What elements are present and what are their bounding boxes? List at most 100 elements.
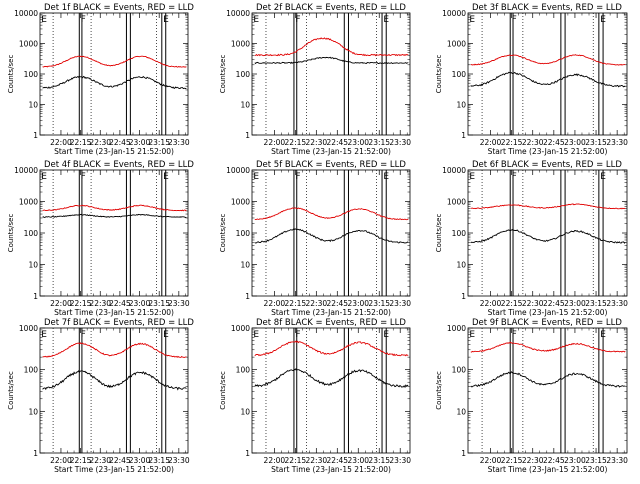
panel-title: Det 5f BLACK = Events, RED = LLD	[256, 160, 406, 170]
orbit-marker: E	[41, 330, 47, 340]
x-tick-label: 23:15	[148, 299, 170, 308]
plot-frame	[467, 327, 628, 454]
x-axis-label: Start Time (23-Jan-15 21:52:00)	[271, 308, 391, 317]
y-axis-label: Counts/sec	[219, 371, 227, 410]
x-tick-label: 23:15	[148, 138, 170, 147]
y-tick-label: 10	[456, 101, 466, 110]
series-lld	[42, 204, 187, 212]
x-tick-label: 23:30	[168, 138, 190, 147]
series-events	[470, 71, 626, 88]
y-tick-label: 10	[28, 261, 38, 270]
x-tick-label: 22:15	[501, 456, 523, 465]
x-tick-label: 23:00	[129, 138, 151, 147]
orbit-marker: F	[81, 15, 86, 25]
x-tick-label: 23:15	[368, 138, 390, 147]
panel-title: Det 9f BLACK = Events, RED = LLD	[472, 318, 622, 328]
panel-title: Det 7f BLACK = Events, RED = LLD	[44, 318, 194, 328]
x-tick-label: 23:30	[606, 456, 628, 465]
y-tick-label: 10000	[442, 166, 466, 175]
y-axis-label: Counts/sec	[7, 371, 15, 410]
x-tick-label: 22:00	[480, 138, 502, 147]
y-tick-label: 1	[33, 131, 38, 140]
x-tick-label: 22:15	[285, 456, 307, 465]
x-tick-label: 23:00	[564, 456, 586, 465]
x-tick-label: 22:45	[326, 299, 348, 308]
orbit-marker: F	[81, 330, 86, 340]
x-tick-label: 23:00	[564, 138, 586, 147]
x-axis-label: Start Time (23-Jan-15 21:52:00)	[488, 465, 608, 474]
x-tick-label: 22:15	[501, 138, 523, 147]
orbit-marker: F	[295, 172, 300, 182]
x-tick-label: 22:30	[306, 138, 328, 147]
series-lld	[470, 203, 626, 210]
y-tick-label: 10	[456, 407, 466, 416]
y-tick-label: 1	[33, 292, 38, 301]
series-events	[42, 369, 187, 391]
orbit-marker: F	[81, 172, 86, 182]
x-tick-label: 22:15	[285, 299, 307, 308]
y-tick-label: 10	[28, 101, 38, 110]
panel-title: Det 6f BLACK = Events, RED = LLD	[472, 160, 622, 170]
y-tick-label: 10	[240, 101, 250, 110]
x-axis-label: Start Time (23-Jan-15 21:52:00)	[488, 147, 608, 156]
x-tick-label: 22:00	[480, 456, 502, 465]
detector-panel-5: Det 5f BLACK = Events, RED = LLD 1 10 100 10…	[219, 160, 411, 317]
x-tick-label: 23:00	[347, 456, 369, 465]
plot-frame	[251, 327, 411, 454]
x-tick-label: 23:15	[368, 456, 390, 465]
x-tick-label: 23:00	[129, 299, 151, 308]
orbit-marker: E	[600, 15, 606, 25]
x-tick-label: 23:30	[168, 456, 190, 465]
panel-title: Det 4f BLACK = Events, RED = LLD	[44, 160, 194, 170]
y-tick-label: 1	[461, 449, 466, 458]
panel-title: Det 2f BLACK = Events, RED = LLD	[256, 3, 406, 13]
x-axis-label: Start Time (23-Jan-15 21:52:00)	[271, 465, 391, 474]
y-tick-label: 100	[24, 366, 39, 375]
x-tick-label: 22:00	[264, 138, 286, 147]
y-tick-label: 100	[236, 70, 251, 79]
x-tick-label: 22:30	[306, 456, 328, 465]
x-tick-label: 22:15	[501, 299, 523, 308]
x-tick-label: 23:00	[564, 299, 586, 308]
y-tick-label: 1	[245, 449, 250, 458]
orbit-marker: E	[383, 172, 389, 182]
x-axis-label: Start Time (23-Jan-15 21:52:00)	[271, 147, 391, 156]
x-tick-label: 22:30	[89, 456, 111, 465]
y-axis-label: Counts/sec	[219, 214, 227, 253]
detector-panel-2: Det 2f BLACK = Events, RED = LLD 1 10 100 10…	[219, 3, 411, 156]
y-tick-label: 100	[236, 366, 251, 375]
y-tick-label: 10	[28, 407, 38, 416]
x-tick-label: 23:30	[606, 299, 628, 308]
orbit-marker: E	[600, 330, 606, 340]
series-lld	[42, 342, 187, 358]
x-tick-label: 23:15	[368, 299, 390, 308]
orbit-marker: E	[253, 172, 259, 182]
y-tick-label: 1000	[19, 324, 38, 333]
y-tick-label: 100	[236, 229, 251, 238]
series-events	[254, 367, 409, 389]
y-tick-label: 10	[240, 261, 250, 270]
x-tick-label: 22:15	[285, 138, 307, 147]
y-tick-label: 1	[461, 292, 466, 301]
x-axis-label: Start Time (23-Jan-15 21:52:00)	[54, 308, 174, 317]
y-tick-label: 100	[24, 229, 39, 238]
y-tick-label: 1	[33, 449, 38, 458]
orbit-marker: E	[469, 330, 475, 340]
y-tick-label: 10000	[14, 9, 38, 18]
x-axis-label: Start Time (23-Jan-15 21:52:00)	[488, 308, 608, 317]
y-tick-label: 1	[461, 131, 466, 140]
x-tick-label: 22:30	[89, 138, 111, 147]
x-tick-label: 23:15	[585, 138, 607, 147]
x-tick-label: 22:30	[89, 299, 111, 308]
orbit-marker: F	[295, 15, 300, 25]
x-tick-label: 23:30	[389, 299, 411, 308]
detector-panel-4: Det 4f BLACK = Events, RED = LLD 1 10 100 10…	[7, 160, 194, 317]
y-tick-label: 10	[240, 407, 250, 416]
series-events	[254, 56, 409, 65]
detector-panel-9: Det 9f BLACK = Events, RED = LLD 1 10 100 10…	[435, 318, 628, 474]
x-axis-label: Start Time (23-Jan-15 21:52:00)	[54, 465, 174, 474]
y-axis-label: Counts/sec	[7, 214, 15, 253]
orbit-marker: E	[41, 172, 47, 182]
orbit-marker: F	[512, 15, 517, 25]
